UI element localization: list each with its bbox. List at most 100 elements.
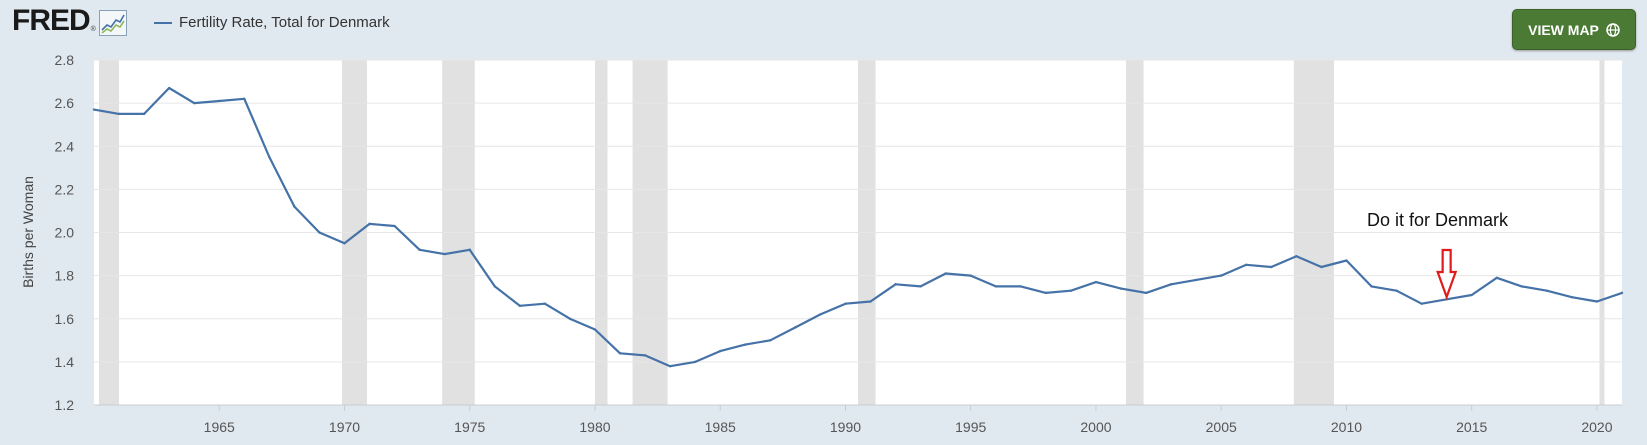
data-point [1420,302,1423,305]
y-tick-label: 1.2 [55,397,75,413]
data-point [794,326,797,329]
data-point [1194,278,1198,282]
data-point [1470,293,1473,297]
data-point [443,252,446,256]
y-tick-label: 1.8 [55,268,75,284]
data-point [518,304,522,308]
y-tick-label: 1.6 [55,311,75,327]
data-point [1069,289,1073,292]
data-point [343,242,346,245]
y-tick-labels: 1.2 1.4 1.6 1.8 2.0 2.2 2.4 2.6 2.8 [55,52,75,413]
data-point [1595,300,1599,303]
y-tick-label: 2.6 [55,95,75,111]
data-point [994,285,997,288]
y-tick-label: 2.2 [55,181,75,197]
series-line [93,86,1623,368]
data-point [543,302,547,305]
data-point [719,349,722,353]
data-point [668,364,672,368]
data-point [643,354,647,357]
data-point [568,317,572,320]
y-tick-label: 1.4 [55,354,75,370]
data-point [1295,255,1298,258]
data-point [1345,259,1348,262]
data-point [468,248,471,251]
data-point [1144,291,1148,295]
data-point [493,285,496,288]
data-point [693,360,697,364]
data-point [593,328,597,331]
data-point [293,205,296,208]
gridlines [94,59,1622,363]
x-tick-label: 1995 [955,419,986,435]
data-point [1545,289,1549,292]
data-point [944,272,947,275]
legend-swatch [154,21,172,24]
x-tick-labels: 1965 1970 1975 1980 1985 1990 1995 2000 2005 2010… [204,405,1613,435]
data-point [1220,274,1223,277]
annotation-arrow [1436,248,1458,301]
x-tick-label: 1985 [705,419,736,435]
x-tick-label: 1965 [204,419,235,435]
x-tick-label: 1970 [329,419,360,435]
data-point [1245,263,1248,267]
data-point [142,112,146,116]
view-map-button[interactable]: VIEW MAP [1512,9,1636,50]
y-axis-title: Births per Woman [20,176,36,288]
x-tick-label: 2010 [1331,419,1362,435]
y-tick-label: 2.4 [55,138,75,154]
data-point [1044,291,1048,295]
x-tick-label: 1990 [830,419,861,435]
globe-icon [1606,22,1620,37]
data-point [393,224,396,228]
logo-text: FRED [12,4,91,37]
data-point [218,99,221,103]
data-point [318,231,321,234]
data-point [117,112,121,116]
data-point [418,248,421,251]
data-point [1570,295,1574,299]
series-layer [92,86,1624,368]
data-point [1495,276,1498,279]
data-point [1520,285,1524,288]
data-point [894,283,897,286]
chart-header: FRED ® Fertility Rate, Total for Denmark… [0,0,1647,50]
x-tick-label: 2020 [1581,419,1612,435]
data-point [167,86,171,90]
legend-label: Fertility Rate, Total for Denmark [179,14,390,31]
data-point [1270,265,1273,269]
data-point [819,313,822,316]
x-tick-label: 1975 [454,419,485,435]
data-point [1395,289,1398,292]
x-tick-label: 1980 [579,419,610,435]
data-point [368,222,371,226]
data-point [869,300,872,303]
annotation-text: Do it for Denmark [1367,210,1509,230]
data-point [919,285,922,288]
data-point [844,302,847,305]
logo-graph-icon [98,10,127,36]
red-arrow-icon [1436,248,1458,301]
data-point [1169,283,1173,286]
y-tick-label: 2.8 [55,52,75,68]
x-tick-label: 2015 [1456,419,1487,435]
data-point [1019,285,1023,288]
data-point [243,97,246,101]
fred-logo[interactable]: FRED ® [12,6,127,36]
x-tick-label: 2005 [1206,419,1237,435]
view-map-label: VIEW MAP [1528,21,1599,38]
data-point [1119,287,1123,290]
data-point [192,101,196,105]
data-point [769,339,772,342]
y-tick-label: 2.0 [55,225,75,241]
data-point [1620,291,1624,295]
data-point [618,352,622,355]
data-point [92,108,96,111]
registered-mark: ® [90,26,96,33]
series-legend[interactable]: Fertility Rate, Total for Denmark [154,14,390,31]
x-tick-label: 2000 [1080,419,1111,435]
data-point [1320,265,1323,269]
data-point [1094,280,1098,284]
data-point [744,343,747,346]
